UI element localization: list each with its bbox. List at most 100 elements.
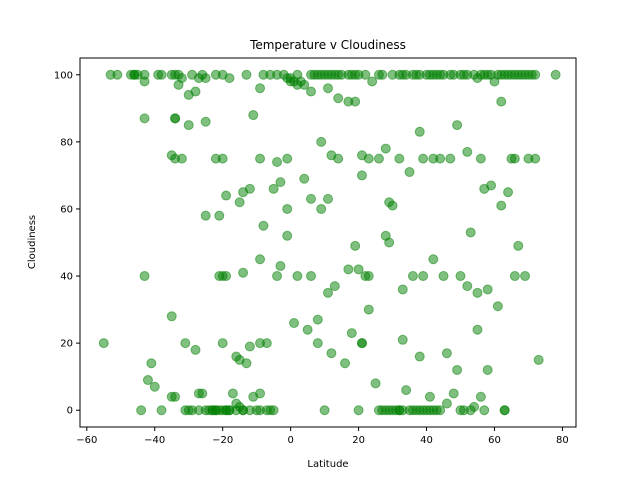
data-point (316, 136, 327, 147)
data-point (520, 271, 531, 282)
data-point (350, 96, 361, 107)
x-tick-label: −60 (76, 435, 97, 446)
x-tick-label: 60 (488, 435, 501, 446)
data-point (509, 153, 520, 164)
data-point (156, 405, 167, 416)
data-point (248, 110, 259, 121)
data-point (407, 271, 418, 282)
data-point (469, 401, 480, 412)
data-point (319, 405, 330, 416)
data-point (550, 69, 561, 80)
x-tick-label: −20 (212, 435, 233, 446)
data-point (384, 237, 395, 248)
data-point (234, 197, 245, 208)
data-point (275, 260, 286, 271)
data-point (452, 364, 463, 375)
data-point (238, 267, 249, 278)
data-point (183, 120, 194, 131)
data-point (227, 388, 238, 399)
data-point (448, 388, 459, 399)
chart-title: Temperature v Cloudiness (249, 38, 406, 52)
data-point (261, 338, 272, 349)
data-point (129, 69, 140, 80)
y-tick-label: 80 (60, 137, 73, 148)
data-point (418, 153, 429, 164)
data-point (190, 344, 201, 355)
data-point (496, 96, 507, 107)
data-point (356, 170, 367, 181)
data-point (149, 381, 160, 392)
data-point (268, 405, 279, 416)
data-point (244, 341, 255, 352)
data-point (292, 271, 303, 282)
data-point (465, 227, 476, 238)
data-point (323, 83, 333, 94)
data-point (200, 210, 211, 221)
x-tick-label: 80 (556, 435, 569, 446)
data-point (401, 385, 412, 396)
data-point (455, 271, 466, 282)
data-point (282, 203, 293, 214)
data-point (428, 153, 439, 164)
data-point (190, 86, 201, 97)
data-point (326, 348, 337, 359)
data-point (350, 240, 361, 251)
data-point (285, 73, 296, 84)
data-point (268, 183, 279, 194)
data-point (255, 388, 266, 399)
data-point (363, 304, 374, 315)
data-point (424, 391, 435, 402)
data-point (312, 314, 323, 325)
data-point (472, 287, 483, 298)
data-point (346, 328, 357, 339)
data-point (142, 375, 153, 386)
data-point (513, 240, 524, 251)
data-point (272, 156, 283, 167)
data-point (486, 180, 497, 191)
data-point (98, 338, 109, 349)
data-point (139, 113, 150, 124)
data-point (435, 405, 446, 416)
data-point (475, 153, 486, 164)
data-point (445, 153, 456, 164)
data-point (275, 177, 286, 188)
data-point (282, 230, 293, 241)
data-point (316, 203, 327, 214)
data-point (418, 271, 429, 282)
data-point (479, 405, 490, 416)
data-point (503, 187, 514, 198)
data-point (306, 193, 317, 204)
data-point (323, 193, 333, 204)
data-point (241, 358, 252, 369)
data-point (462, 146, 473, 157)
data-point (482, 364, 493, 375)
data-point (373, 153, 384, 164)
data-point (255, 83, 266, 94)
data-point (170, 113, 181, 124)
data-point (452, 120, 463, 131)
data-point (438, 271, 449, 282)
x-axis: −60 −40 −20 0 20 40 60 80 (76, 427, 569, 446)
data-point (323, 287, 333, 298)
data-point (441, 348, 452, 359)
data-point (173, 79, 184, 90)
data-point (462, 281, 473, 292)
data-point (255, 153, 266, 164)
data-point (200, 116, 211, 127)
data-point (353, 264, 364, 275)
data-point (482, 284, 493, 295)
data-point (272, 271, 283, 282)
data-point (221, 190, 232, 201)
data-point (112, 69, 123, 80)
data-point (299, 173, 310, 184)
data-point (356, 338, 367, 349)
data-point (367, 76, 378, 87)
y-tick-label: 20 (60, 339, 73, 350)
data-points (98, 69, 561, 416)
data-point (414, 351, 425, 362)
data-point (326, 150, 337, 161)
data-point (353, 405, 364, 416)
data-point (530, 69, 541, 80)
